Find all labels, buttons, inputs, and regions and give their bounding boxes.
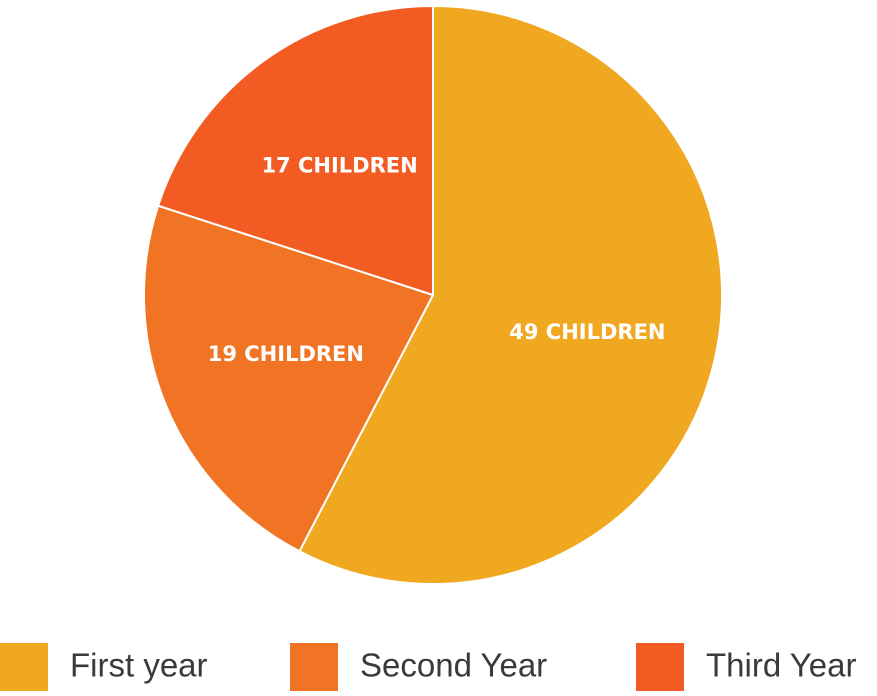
legend-swatch <box>0 643 48 691</box>
slice-label: 49 CHILDREN <box>509 320 665 344</box>
legend-swatch <box>290 643 338 691</box>
legend-swatch <box>636 643 684 691</box>
pie-slice <box>156 4 434 297</box>
legend-label: Third Year <box>706 647 856 684</box>
legend-label: First year <box>70 647 208 684</box>
slice-label: 17 CHILDREN <box>261 153 417 177</box>
pie-slice <box>143 204 435 553</box>
slice-label: 19 CHILDREN <box>208 342 364 366</box>
pie-slice <box>298 4 723 585</box>
legend-label: Second Year <box>360 647 547 684</box>
